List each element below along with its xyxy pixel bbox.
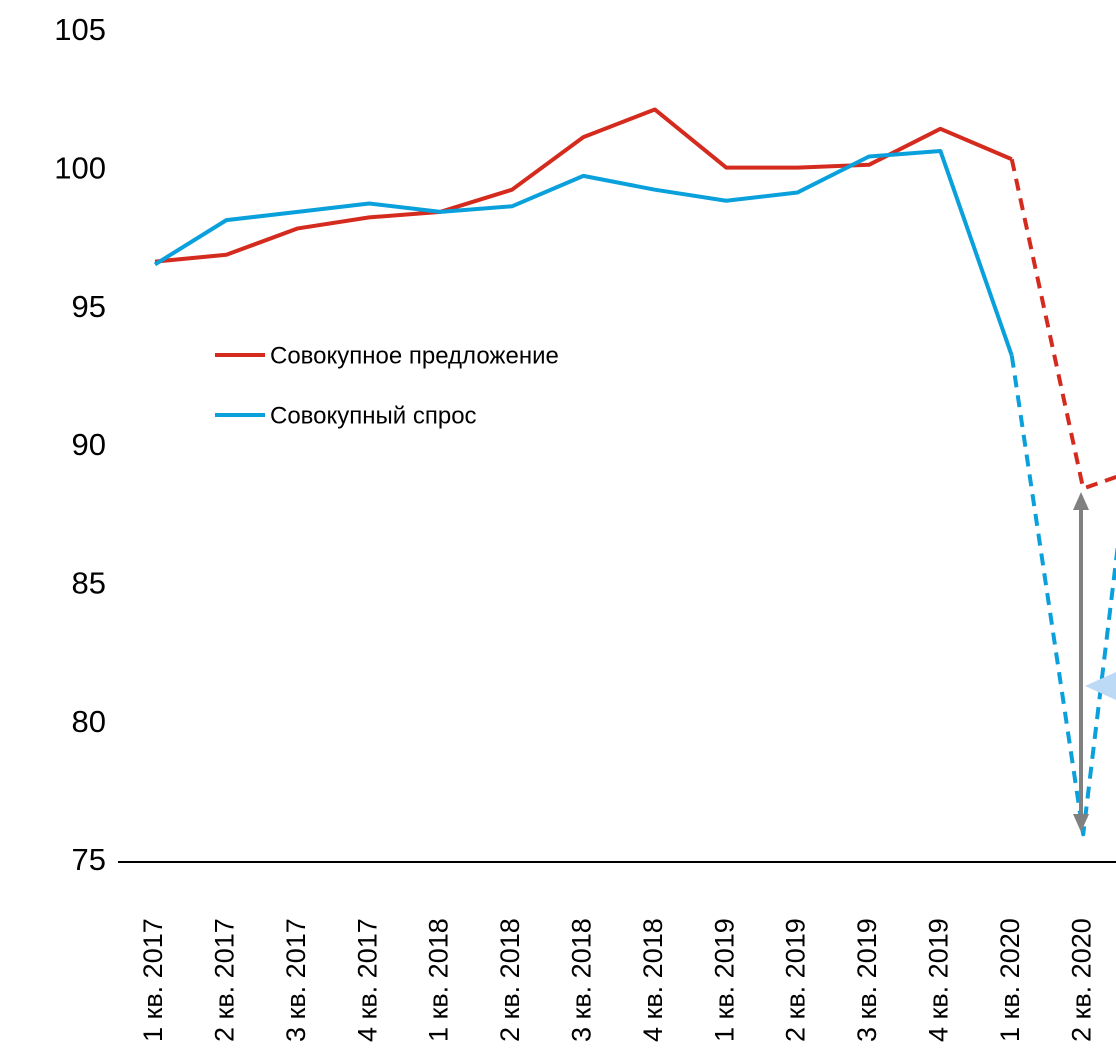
- legend-label: Совокупный спрос: [270, 402, 477, 429]
- x-tick-label: 2 кв. 2020: [1066, 918, 1096, 1042]
- x-tick-label: 4 кв. 2018: [638, 918, 668, 1042]
- x-tick-label: 1 кв. 2020: [995, 918, 1025, 1042]
- y-tick-label: 100: [54, 151, 106, 186]
- series-line: [1009, 355, 1116, 837]
- y-tick-label: 80: [72, 704, 106, 739]
- y-tick-label: 75: [72, 842, 106, 877]
- x-tick-label: 4 кв. 2017: [352, 918, 382, 1042]
- x-tick-label: 2 кв. 2018: [495, 918, 525, 1042]
- y-tick-label: 105: [54, 12, 106, 47]
- arrow-head: [1073, 492, 1089, 510]
- x-tick-label: 1 кв. 2018: [424, 918, 454, 1042]
- series-line: [154, 107, 1013, 264]
- arrow-head: [1073, 814, 1089, 832]
- plot-area: [153, 107, 1116, 837]
- y-tick-label: 95: [72, 289, 106, 324]
- y-tick-label: 85: [72, 566, 106, 601]
- x-tick-label: 2 кв. 2019: [781, 918, 811, 1042]
- x-tick-label: 2 кв. 2017: [210, 918, 240, 1042]
- x-tick-label: 3 кв. 2019: [852, 918, 882, 1042]
- series-line: [153, 148, 1014, 357]
- x-tick-label: 4 кв. 2019: [924, 918, 954, 1042]
- x-tick-label: 1 кв. 2017: [138, 918, 168, 1042]
- x-tick-label: 3 кв. 2018: [567, 918, 597, 1042]
- x-tick-label: 3 кв. 2017: [281, 918, 311, 1042]
- series-line: [1009, 158, 1116, 491]
- x-tick-label: 1 кв. 2019: [709, 918, 739, 1042]
- y-tick-label: 90: [72, 427, 106, 462]
- legend-label: Совокупное предложение: [270, 342, 559, 369]
- callout-arrow: [1085, 672, 1116, 700]
